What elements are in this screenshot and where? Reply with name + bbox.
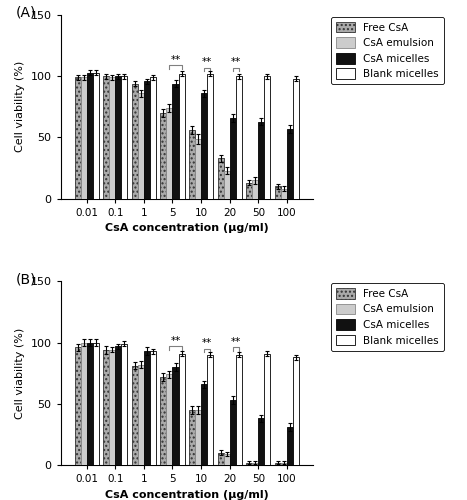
Bar — [172, 84, 178, 198]
Bar — [109, 350, 115, 465]
Text: **: ** — [170, 336, 181, 345]
Bar — [287, 427, 293, 465]
Bar — [281, 462, 287, 465]
Bar — [172, 367, 178, 465]
Bar — [75, 78, 81, 198]
Bar — [236, 76, 242, 198]
Bar — [224, 454, 230, 465]
Bar — [138, 94, 144, 198]
Bar — [218, 453, 224, 465]
Bar — [218, 158, 224, 198]
Bar — [87, 72, 92, 198]
Legend: Free CsA, CsA emulsion, CsA micelles, Blank micelles: Free CsA, CsA emulsion, CsA micelles, Bl… — [331, 283, 444, 351]
Bar — [92, 72, 99, 198]
Bar — [103, 350, 109, 465]
Text: **: ** — [231, 337, 241, 347]
Bar — [144, 81, 150, 198]
Bar — [132, 84, 138, 198]
Bar — [207, 355, 213, 465]
Bar — [109, 78, 115, 198]
Bar — [230, 118, 236, 198]
Y-axis label: Cell viability (%): Cell viability (%) — [15, 61, 25, 152]
Bar — [246, 462, 252, 465]
Bar — [121, 344, 127, 465]
Text: (B): (B) — [15, 272, 36, 286]
Bar — [115, 76, 121, 198]
Bar — [92, 342, 99, 465]
Y-axis label: Cell viability (%): Cell viability (%) — [15, 328, 25, 419]
Bar — [195, 410, 201, 465]
Bar — [252, 180, 258, 198]
Text: **: ** — [231, 57, 241, 67]
Bar — [287, 129, 293, 198]
Bar — [144, 351, 150, 465]
X-axis label: CsA concentration (μg/ml): CsA concentration (μg/ml) — [105, 224, 269, 234]
Bar — [132, 366, 138, 465]
Bar — [150, 78, 156, 198]
Bar — [252, 462, 258, 465]
Bar — [293, 357, 299, 465]
Bar — [258, 418, 264, 465]
Bar — [81, 342, 87, 465]
Text: **: ** — [202, 57, 212, 67]
Text: (A): (A) — [15, 6, 35, 20]
Bar — [201, 384, 207, 465]
Bar — [293, 78, 299, 198]
Bar — [189, 410, 195, 465]
X-axis label: CsA concentration (μg/ml): CsA concentration (μg/ml) — [105, 490, 269, 500]
Bar — [275, 462, 281, 465]
Bar — [207, 74, 213, 198]
Bar — [230, 400, 236, 465]
Text: **: ** — [170, 54, 181, 64]
Bar — [81, 78, 87, 198]
Bar — [115, 346, 121, 465]
Bar — [121, 76, 127, 198]
Bar — [201, 94, 207, 198]
Bar — [178, 354, 184, 465]
Bar — [224, 170, 230, 198]
Bar — [150, 351, 156, 465]
Bar — [87, 342, 92, 465]
Bar — [160, 377, 166, 465]
Text: **: ** — [202, 338, 212, 348]
Bar — [166, 108, 172, 198]
Bar — [258, 122, 264, 198]
Bar — [75, 348, 81, 465]
Bar — [166, 374, 172, 465]
Bar — [264, 354, 270, 465]
Bar — [160, 113, 166, 198]
Bar — [189, 130, 195, 198]
Bar — [236, 355, 242, 465]
Bar — [264, 76, 270, 198]
Bar — [195, 138, 201, 198]
Bar — [178, 74, 184, 198]
Bar — [246, 183, 252, 198]
Bar — [103, 76, 109, 198]
Bar — [138, 364, 144, 465]
Bar — [275, 186, 281, 198]
Bar — [281, 189, 287, 198]
Legend: Free CsA, CsA emulsion, CsA micelles, Blank micelles: Free CsA, CsA emulsion, CsA micelles, Bl… — [331, 16, 444, 84]
